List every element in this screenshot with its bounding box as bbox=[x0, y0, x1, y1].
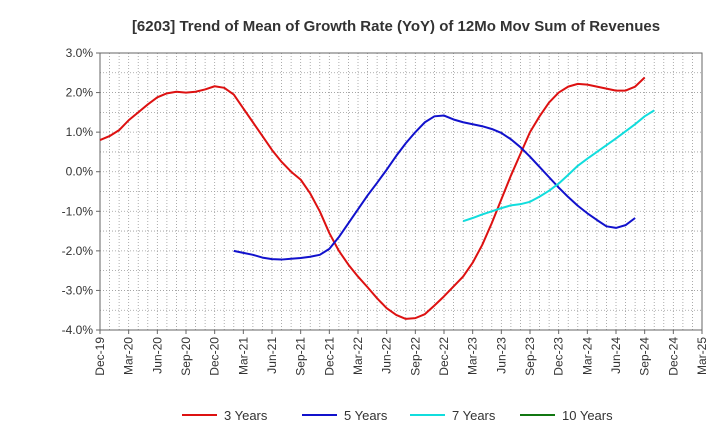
x-tick-label: Mar-22 bbox=[351, 337, 365, 375]
x-tick-label: Dec-21 bbox=[322, 337, 336, 376]
x-tick-label: Mar-24 bbox=[580, 337, 594, 375]
y-tick-label: 1.0% bbox=[66, 125, 94, 139]
axes: 3.0%2.0%1.0%0.0%-1.0%-2.0%-3.0%-4.0%Dec-… bbox=[62, 46, 709, 376]
y-tick-label: -3.0% bbox=[62, 283, 94, 297]
x-tick-label: Jun-23 bbox=[494, 337, 508, 374]
legend: 3 Years 5 Years 7 Years 10 Years bbox=[182, 408, 613, 423]
x-tick-label: Sep-23 bbox=[523, 337, 537, 376]
x-tick-label: Sep-22 bbox=[408, 337, 422, 376]
x-tick-label: Sep-21 bbox=[294, 337, 308, 376]
y-tick-label: 3.0% bbox=[66, 46, 94, 60]
x-tick-label: Jun-24 bbox=[609, 337, 623, 374]
legend-label: 7 Years bbox=[452, 408, 496, 423]
x-tick-label: Dec-23 bbox=[552, 337, 566, 376]
x-tick-label: Dec-19 bbox=[93, 337, 107, 376]
y-tick-label: 0.0% bbox=[66, 165, 94, 179]
x-tick-label: Jun-20 bbox=[150, 337, 164, 374]
y-tick-label: -4.0% bbox=[62, 323, 94, 337]
x-tick-label: Mar-21 bbox=[236, 337, 250, 375]
y-tick-label: -1.0% bbox=[62, 204, 94, 218]
x-tick-label: Sep-24 bbox=[638, 337, 652, 376]
chart-title: [6203] Trend of Mean of Growth Rate (YoY… bbox=[132, 18, 660, 35]
legend-label: 3 Years bbox=[224, 408, 268, 423]
y-tick-label: -2.0% bbox=[62, 244, 94, 258]
series-line-3-years bbox=[99, 76, 646, 320]
series-line-5-years bbox=[233, 114, 636, 261]
series-line-7-years bbox=[462, 109, 655, 223]
series-lines bbox=[99, 76, 655, 320]
x-tick-label: Jun-21 bbox=[265, 337, 279, 374]
x-tick-label: Mar-23 bbox=[466, 337, 480, 375]
x-tick-label: Dec-24 bbox=[666, 337, 680, 376]
y-tick-label: 2.0% bbox=[66, 86, 94, 100]
legend-label: 10 Years bbox=[562, 408, 613, 423]
x-tick-label: Mar-25 bbox=[695, 337, 709, 375]
x-tick-label: Sep-20 bbox=[179, 337, 193, 376]
x-tick-label: Jun-22 bbox=[380, 337, 394, 374]
x-tick-label: Mar-20 bbox=[122, 337, 136, 375]
plot-frame bbox=[99, 52, 703, 331]
x-tick-label: Dec-22 bbox=[437, 337, 451, 376]
x-tick-label: Dec-20 bbox=[208, 337, 222, 376]
legend-label: 5 Years bbox=[344, 408, 388, 423]
